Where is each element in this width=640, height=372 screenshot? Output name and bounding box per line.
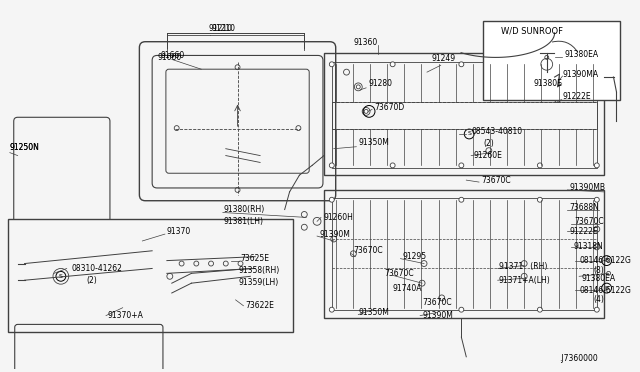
Text: 08310-41262: 08310-41262 [72, 264, 122, 273]
Text: 91740A: 91740A [393, 283, 422, 293]
Circle shape [538, 163, 542, 168]
Bar [483, 21, 620, 100]
Text: 91360: 91360 [353, 38, 378, 47]
Bar [8, 219, 292, 332]
Text: 91380(RH): 91380(RH) [224, 205, 265, 214]
Circle shape [459, 197, 464, 202]
Text: 73670C: 73670C [422, 298, 452, 307]
Text: B: B [605, 286, 609, 291]
Text: 73688N: 73688N [570, 203, 599, 212]
Text: 73625E: 73625E [241, 254, 269, 263]
Circle shape [595, 163, 599, 168]
Text: 91380EA: 91380EA [564, 50, 598, 59]
Text: 91390MB: 91390MB [570, 183, 605, 192]
Circle shape [390, 163, 395, 168]
Text: B: B [605, 258, 609, 263]
Text: (8): (8) [594, 266, 605, 275]
Circle shape [538, 62, 542, 67]
Text: 91390MA: 91390MA [563, 70, 598, 78]
Text: 91260H: 91260H [324, 213, 354, 222]
Text: S: S [467, 131, 471, 137]
Circle shape [538, 197, 542, 202]
Text: 91381(LH): 91381(LH) [224, 217, 264, 226]
Circle shape [459, 307, 464, 312]
Circle shape [390, 62, 395, 67]
Text: 08146-6122G: 08146-6122G [579, 286, 631, 295]
Text: 91371   (RH): 91371 (RH) [499, 262, 547, 271]
Bar [332, 102, 597, 129]
Text: 91222E: 91222E [563, 92, 591, 101]
Text: 91660: 91660 [160, 51, 184, 60]
Text: S: S [59, 274, 63, 279]
Circle shape [538, 307, 542, 312]
Text: 91371+A(LH): 91371+A(LH) [499, 276, 550, 285]
Text: 73670C: 73670C [385, 269, 415, 278]
Text: 91660: 91660 [157, 53, 181, 62]
Circle shape [550, 52, 554, 57]
Text: 91249: 91249 [432, 54, 456, 63]
Circle shape [364, 109, 368, 113]
Text: 91370+A: 91370+A [108, 311, 144, 320]
Circle shape [595, 62, 599, 67]
Text: 91358(RH): 91358(RH) [239, 266, 280, 275]
Text: 91295: 91295 [403, 252, 427, 261]
Circle shape [330, 62, 334, 67]
Text: 91260E: 91260E [473, 151, 502, 160]
Circle shape [330, 197, 334, 202]
Text: 91350M: 91350M [358, 138, 389, 147]
Text: 91250N: 91250N [10, 143, 40, 152]
Text: 91380E: 91380E [533, 79, 562, 89]
Text: 91280: 91280 [368, 79, 392, 89]
Circle shape [595, 197, 599, 202]
Text: 91222E: 91222E [570, 227, 598, 235]
Circle shape [356, 85, 360, 89]
Text: .J7360000: .J7360000 [559, 354, 598, 363]
Circle shape [459, 163, 464, 168]
Text: 91250N: 91250N [10, 143, 40, 152]
Text: (2): (2) [86, 276, 97, 285]
Text: 91390M: 91390M [422, 311, 453, 320]
Text: 91318N: 91318N [573, 243, 603, 251]
Text: 08146-6122G: 08146-6122G [579, 256, 631, 265]
Text: 08543-40810: 08543-40810 [471, 126, 522, 135]
Text: 91210: 91210 [208, 25, 232, 33]
Text: 73670C: 73670C [353, 246, 383, 255]
Circle shape [330, 163, 334, 168]
Text: 73670C: 73670C [574, 217, 604, 226]
Text: 73670C: 73670C [481, 176, 511, 185]
Text: (2): (2) [483, 139, 493, 148]
Text: 91380EA: 91380EA [581, 274, 615, 283]
Circle shape [459, 62, 464, 67]
Text: 91370: 91370 [167, 227, 191, 235]
Circle shape [330, 307, 334, 312]
Text: 91350M: 91350M [358, 308, 389, 317]
Text: 91359(LH): 91359(LH) [239, 278, 279, 287]
Text: 73622E: 73622E [245, 301, 275, 310]
Circle shape [595, 307, 599, 312]
Text: W/D SUNROOF: W/D SUNROOF [500, 26, 563, 35]
Text: 91210: 91210 [211, 25, 235, 33]
Text: 91390M: 91390M [319, 230, 350, 238]
Text: 73670D: 73670D [374, 103, 404, 112]
Text: (4): (4) [594, 295, 605, 304]
